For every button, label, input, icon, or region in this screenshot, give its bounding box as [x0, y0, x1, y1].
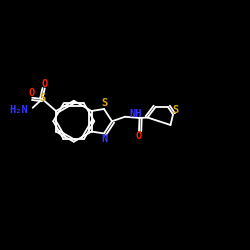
Text: N: N	[102, 134, 108, 144]
Text: S: S	[172, 105, 178, 115]
Text: H₂N: H₂N	[10, 105, 28, 115]
Text: O: O	[28, 88, 34, 98]
Text: NH: NH	[129, 109, 141, 119]
Text: S: S	[40, 94, 46, 104]
Text: S: S	[101, 98, 107, 108]
Text: O: O	[136, 131, 142, 141]
Text: O: O	[42, 79, 48, 89]
